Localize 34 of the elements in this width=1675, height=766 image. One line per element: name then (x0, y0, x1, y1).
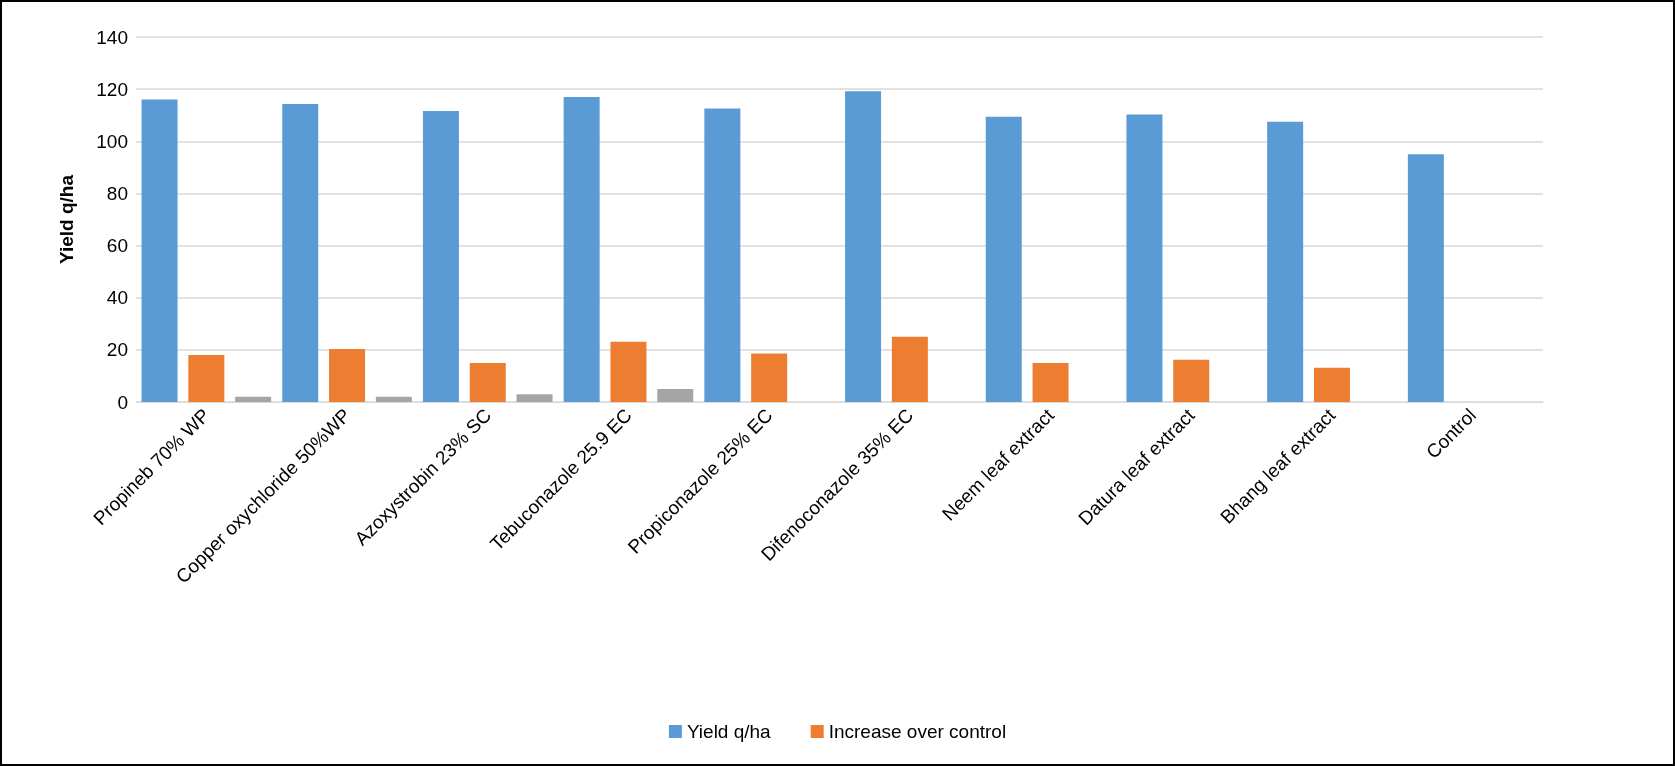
bar (1173, 359, 1210, 402)
bar (1407, 154, 1444, 402)
bar (845, 91, 882, 402)
y-tick-label: 120 (96, 78, 128, 100)
y-tick-label: 0 (117, 391, 128, 413)
y-tick-label: 60 (106, 235, 128, 257)
bar (282, 104, 319, 402)
bar (141, 99, 178, 402)
bar (891, 336, 928, 402)
legend-label: Yield q/ha (686, 721, 772, 742)
y-axis-title: Yield q/ha (56, 174, 77, 265)
bar (985, 116, 1022, 402)
bar (469, 362, 506, 402)
legend-label: Increase over control (828, 721, 1007, 742)
bar (1267, 121, 1304, 402)
bar (375, 396, 412, 402)
y-tick-label: 140 (96, 26, 128, 48)
y-tick-label: 20 (106, 339, 128, 361)
y-tick-label: 80 (106, 182, 128, 204)
bar (1313, 367, 1350, 402)
bar (610, 341, 647, 402)
bar (422, 111, 459, 402)
bar (751, 353, 788, 402)
bar (516, 394, 553, 402)
bar (704, 108, 741, 402)
y-tick-label: 40 (106, 287, 128, 309)
bar (1126, 114, 1163, 402)
bar (1032, 362, 1069, 402)
bar (657, 388, 694, 402)
bar (563, 96, 600, 402)
bar (329, 349, 366, 402)
bar (188, 355, 225, 402)
y-tick-label: 100 (96, 130, 128, 152)
bar (235, 396, 272, 402)
